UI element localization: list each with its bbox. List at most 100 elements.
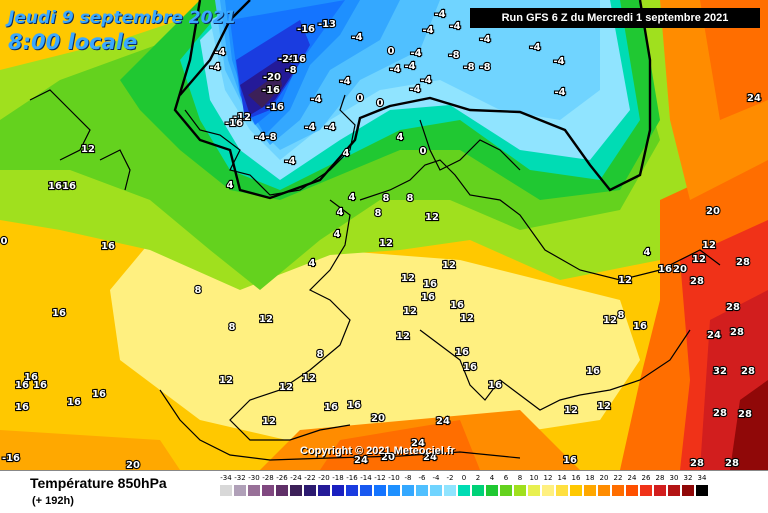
temperature-label: -16 <box>2 453 20 464</box>
temperature-label: 16 <box>563 455 577 466</box>
temperature-label: 16 <box>633 321 647 332</box>
temperature-label: 16 <box>658 264 672 275</box>
scale-tick-label: 18 <box>585 474 595 482</box>
temperature-label: -4 <box>214 47 225 58</box>
scale-swatch <box>570 485 582 496</box>
temperature-label: -8 <box>285 65 296 76</box>
temperature-label: 12 <box>597 401 611 412</box>
temperature-label: 24 <box>707 330 721 341</box>
temperature-label: -4 <box>420 75 431 86</box>
temperature-label: 4 <box>227 180 234 191</box>
temperature-label: 12 <box>460 313 474 324</box>
temperature-label: -4 <box>284 156 295 167</box>
temperature-label: -4 <box>339 76 350 87</box>
scale-tick-label: 32 <box>683 474 693 482</box>
temperature-label: 4 <box>337 207 344 218</box>
scale-swatch <box>304 485 316 496</box>
temperature-label: 28 <box>725 458 739 469</box>
temperature-label: 12 <box>279 382 293 393</box>
scale-tick-label: 2 <box>475 474 481 482</box>
temperature-label: 16 <box>455 347 469 358</box>
temperature-label: 12 <box>692 254 706 265</box>
temperature-label: -20 <box>263 72 281 83</box>
temperature-label: 16 <box>15 380 29 391</box>
scale-tick-label: 14 <box>557 474 567 482</box>
temperature-label: 16 <box>488 380 502 391</box>
scale-tick-label: 24 <box>627 474 637 482</box>
temperature-label: 16 <box>450 300 464 311</box>
scale-tick-label: -20 <box>318 474 330 482</box>
temperature-label: -4 <box>422 25 433 36</box>
temperature-label: -4 <box>554 87 565 98</box>
temperature-label: -4 <box>404 61 415 72</box>
temperature-label: 28 <box>690 276 704 287</box>
scale-swatch <box>234 485 246 496</box>
temperature-label: -4 <box>310 94 321 105</box>
temperature-label: -8 <box>463 62 474 73</box>
temperature-label: -8 <box>448 50 459 61</box>
temperature-label: 16 <box>347 400 361 411</box>
temperature-label: 28 <box>730 327 744 338</box>
temperature-label: 16 <box>48 181 62 192</box>
scale-tick-label: 16 <box>571 474 581 482</box>
temperature-label: -4 <box>434 9 445 20</box>
temperature-label: -4 <box>209 62 220 73</box>
temperature-label: 28 <box>726 302 740 313</box>
temperature-label: 4 <box>644 247 651 258</box>
scale-swatch <box>696 485 708 496</box>
map-graphic: -16 -13-20-16-8-20-16-16-12-16-4 -8-4-4-4-… <box>0 0 768 470</box>
scale-tick-label: -6 <box>418 474 426 482</box>
scale-swatch <box>612 485 624 496</box>
scale-swatch <box>248 485 260 496</box>
legend-bar: Température 850hPa (+ 192h) -34 -32 -30 -28… <box>0 470 768 513</box>
scale-tick-label: -14 <box>360 474 372 482</box>
temperature-label: -4 <box>449 21 460 32</box>
temperature-label: 12 <box>425 212 439 223</box>
temperature-label: 12 <box>262 416 276 427</box>
temperature-label: 16 <box>92 389 106 400</box>
temperature-label: 0 <box>377 98 384 109</box>
temperature-label: -4 <box>409 84 420 95</box>
temperature-label: -4 <box>324 122 335 133</box>
scale-tick-label: 28 <box>655 474 665 482</box>
run-info-banner: Run GFS 6 Z du Mercredi 1 septembre 2021 <box>470 8 760 28</box>
forecast-time: 8:00 locale <box>8 30 138 54</box>
temperature-label: 12 <box>403 306 417 317</box>
temperature-label: 0 <box>1 236 8 247</box>
temperature-label: 12 <box>618 275 632 286</box>
temperature-label: -16 <box>262 85 280 96</box>
copyright-text: Copyright © 2021 Meteociel.fr <box>300 445 455 457</box>
scale-swatch <box>262 485 274 496</box>
scale-swatch <box>598 485 610 496</box>
temperature-label: 16 <box>62 181 76 192</box>
scale-tick-label: -30 <box>248 474 260 482</box>
temperature-label: -16 <box>297 24 315 35</box>
scale-swatch <box>360 485 372 496</box>
temperature-label: 28 <box>736 257 750 268</box>
temperature-label: 4 <box>309 258 316 269</box>
temperature-label: 0 <box>420 146 427 157</box>
temperature-label: -4 <box>254 132 265 143</box>
temperature-label: -4 <box>389 64 400 75</box>
temperature-label: -4 <box>304 122 315 133</box>
temperature-label: 4 <box>343 148 350 159</box>
scale-tick-label: -12 <box>374 474 386 482</box>
temperature-label: 16 <box>101 241 115 252</box>
temperature-label: 20 <box>381 452 395 463</box>
temperature-label: 28 <box>738 409 752 420</box>
temperature-label: 4 <box>349 192 356 203</box>
scale-swatch <box>430 485 442 496</box>
temperature-label: 16 <box>15 402 29 413</box>
scale-tick-label: -22 <box>304 474 316 482</box>
scale-tick-label: 6 <box>503 474 509 482</box>
temperature-label: 12 <box>603 315 617 326</box>
temperature-label: 20 <box>371 413 385 424</box>
temperature-label: 12 <box>396 331 410 342</box>
scale-swatch <box>626 485 638 496</box>
temperature-label: 8 <box>618 310 625 321</box>
temperature-map[interactable]: -16 -13 -20 -16 -8 -20 -16 -16 -12 -16 -4 -8 -4 -4 -4-… <box>0 0 768 470</box>
temperature-label: -16 <box>225 118 243 129</box>
temperature-label: 16 <box>463 362 477 373</box>
temperature-label: -8 <box>479 62 490 73</box>
